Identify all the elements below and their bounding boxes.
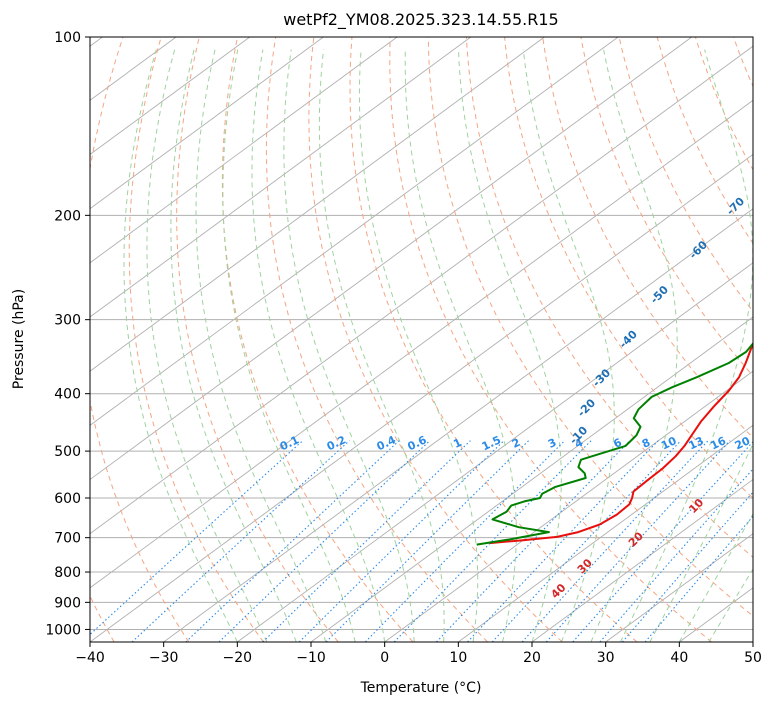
isotherm-line <box>0 37 323 642</box>
dry-adiabat-line <box>505 37 775 642</box>
dry-adiabat-line <box>29 37 115 642</box>
moist-adiabat-line <box>405 50 516 642</box>
moist-adiabat-line <box>523 50 614 642</box>
chart-title: wetPf2_YM08.2025.323.14.55.R15 <box>283 10 558 30</box>
dry-adiabat-line <box>222 37 413 642</box>
dry-adiabat-label: -20 <box>575 396 598 419</box>
isotherm-line <box>16 37 775 642</box>
mixing-ratio-line <box>645 441 775 642</box>
y-axis-tick-label: 600 <box>54 491 81 507</box>
isotherm-line <box>237 37 775 642</box>
dry-adiabat-label: -80 <box>761 156 775 179</box>
moist-adiabat-line <box>319 50 444 642</box>
mixing-ratio-line <box>436 441 630 642</box>
isotherm-line <box>0 37 692 642</box>
dry-adiabat-label: -40 <box>617 328 640 351</box>
y-axis-tick-label: 900 <box>54 595 81 611</box>
y-axis-tick-label: 1000 <box>45 622 81 638</box>
dry-adiabat-line <box>695 37 775 642</box>
moist-adiabat-line <box>196 50 326 642</box>
moist-adiabat-label: 30 <box>575 556 595 576</box>
x-axis-tick-label: 20 <box>523 650 541 666</box>
x-axis-tick-label: 30 <box>597 650 615 666</box>
isotherm-line <box>0 37 544 642</box>
isotherm-line <box>0 37 765 642</box>
mixing-ratio-line <box>522 441 708 642</box>
x-axis-tick-label: 10 <box>449 650 467 666</box>
moist-adiabat-line <box>459 50 562 642</box>
dry-adiabat-line <box>266 37 487 642</box>
dry-adiabat-line <box>734 37 775 642</box>
dry-adiabat-line <box>129 37 263 642</box>
mixing-ratio-line <box>132 441 349 642</box>
mixing-ratio-label: 0.4 <box>375 433 398 453</box>
isotherm-line <box>0 37 250 642</box>
temperature-profile-line <box>490 42 775 543</box>
isotherm-line <box>0 37 471 642</box>
moist-adiabat-line <box>147 50 267 642</box>
isotherm-line <box>0 37 397 642</box>
y-axis-tick-label: 300 <box>54 313 81 329</box>
x-axis-label: Temperature (°C) <box>360 680 482 696</box>
mixing-ratio-label: 8 <box>640 436 652 451</box>
mixing-ratio-label: 20 <box>733 434 753 452</box>
y-axis-tick-label: 500 <box>54 444 81 460</box>
moist-adiabat-line <box>223 50 355 642</box>
mixing-ratio-label: 0.1 <box>278 433 301 453</box>
isotherm-line <box>753 37 775 642</box>
moist-adiabat-label: 20 <box>626 529 646 549</box>
moist-adiabat-line <box>284 50 414 642</box>
dry-adiabat-label: -10 <box>567 424 590 447</box>
mixing-ratio-label: 25 <box>757 434 775 452</box>
y-axis-tick-label: 700 <box>54 531 81 547</box>
x-axis-tick-label: −40 <box>75 650 105 666</box>
y-axis-label: Pressure (hPa) <box>11 289 27 389</box>
dry-adiabat-label: -50 <box>648 283 671 306</box>
x-axis-tick-label: −10 <box>296 650 326 666</box>
x-axis-tick-label: −30 <box>149 650 179 666</box>
mixing-ratio-line <box>299 441 504 642</box>
mixing-ratio-label: 0.6 <box>405 433 428 453</box>
mixing-ratio-label: 10 <box>659 434 679 452</box>
dry-adiabat-line <box>543 37 775 642</box>
isotherm-line <box>679 37 775 642</box>
isotherm-line <box>458 37 775 642</box>
dry-adiabat-label: -70 <box>724 194 747 217</box>
mixing-ratio-label: 0.2 <box>325 433 348 453</box>
mixing-ratio-label: 2 <box>510 436 522 451</box>
mixing-ratio-line <box>82 441 303 642</box>
dry-adiabat-line <box>177 37 339 642</box>
x-axis-tick-label: 40 <box>670 650 688 666</box>
y-axis-tick-label: 800 <box>54 565 81 581</box>
x-axis-tick-label: 50 <box>744 650 762 666</box>
moist-adiabat-label: 40 <box>548 581 568 601</box>
mixing-ratio-label: 16 <box>709 434 729 452</box>
isotherm-line <box>0 37 618 642</box>
moist-adiabat-label: 10 <box>686 496 706 516</box>
x-axis-tick-label: −20 <box>223 650 253 666</box>
x-axis-tick-label: 0 <box>380 650 389 666</box>
dry-adiabat-label: -60 <box>687 238 710 261</box>
moist-adiabat-line <box>650 50 775 642</box>
y-axis-tick-label: 100 <box>54 30 81 46</box>
dry-adiabat-line <box>80 37 189 642</box>
dewpoint-profile-line <box>477 37 775 545</box>
y-axis-tick-label: 200 <box>54 208 81 224</box>
mixing-ratio-label: 1.5 <box>480 433 503 453</box>
moist-adiabat-line <box>709 50 775 642</box>
y-axis-tick-label: 400 <box>54 387 81 403</box>
